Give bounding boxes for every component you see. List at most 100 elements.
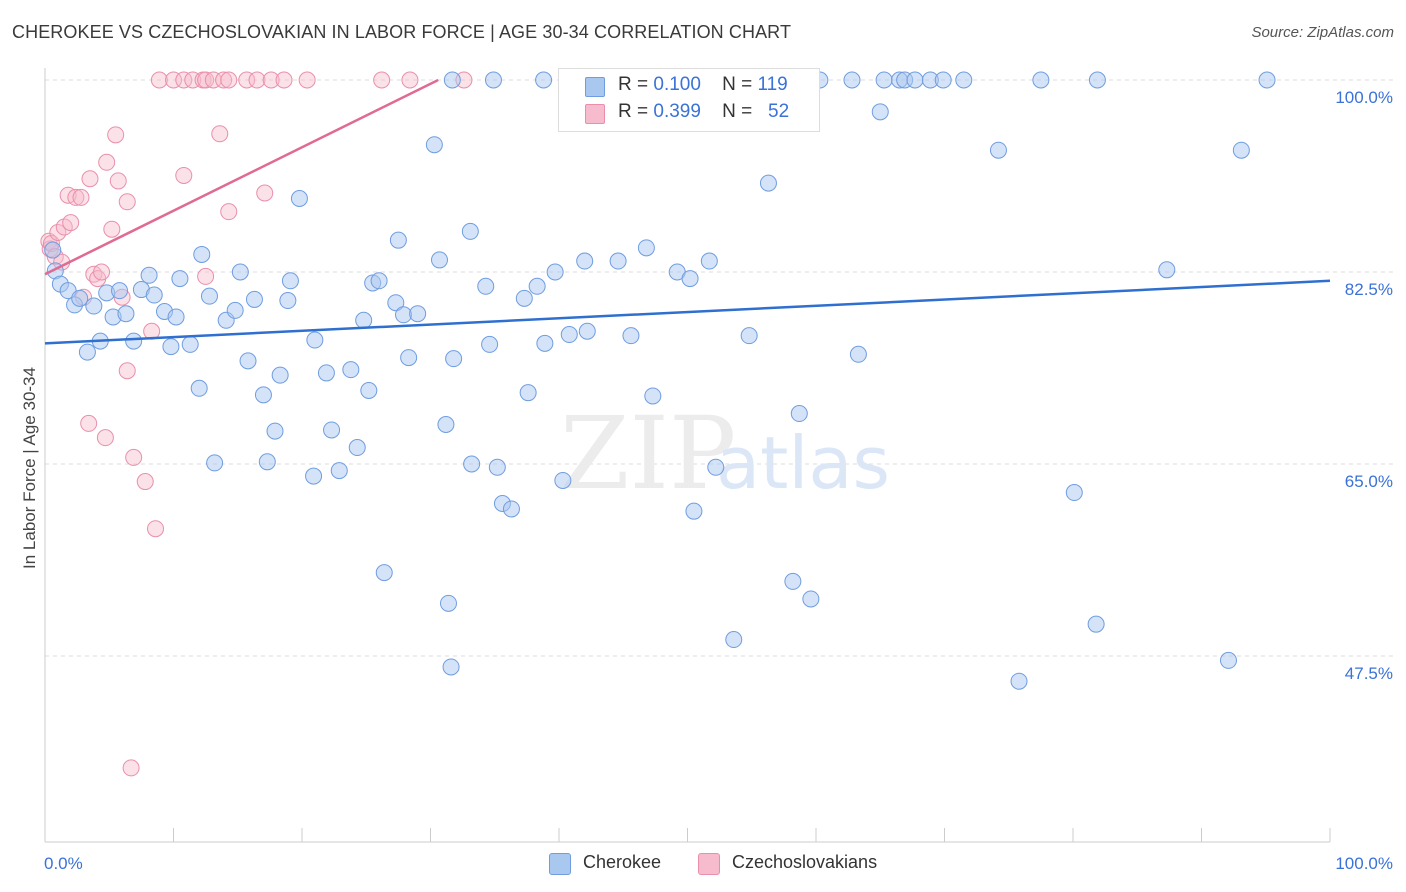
cherokee-point — [200, 287, 218, 305]
cherokee-point — [528, 277, 546, 295]
cherokee-point — [44, 241, 62, 259]
cherokee-point — [1219, 651, 1237, 669]
cherokee-point — [1010, 672, 1028, 690]
czechoslovakians-point — [103, 220, 121, 238]
cherokee-point — [488, 458, 506, 476]
czechoslovakians-point — [298, 71, 316, 89]
czechoslovakians-point — [118, 362, 136, 380]
legend-n-label: N = — [722, 74, 753, 95]
cherokee-point — [784, 572, 802, 590]
cherokee-point — [622, 327, 640, 345]
cherokee-point — [535, 71, 553, 89]
axes — [44, 68, 1331, 843]
cherokee-point — [725, 631, 743, 649]
cherokee-point — [1065, 484, 1083, 502]
czechoslovakians-point — [67, 188, 85, 206]
source-label: Source: ZipAtlas.com — [1251, 24, 1394, 41]
cherokee-point — [306, 331, 324, 349]
cherokee-point — [906, 71, 924, 89]
cherokee-point — [193, 245, 211, 263]
cherokee-point — [515, 289, 533, 307]
cherokee-point — [226, 301, 244, 319]
cherokee-point — [342, 361, 360, 379]
cherokee-point — [425, 136, 443, 154]
cherokee-point — [145, 286, 163, 304]
watermark-atlas: atlas — [716, 421, 890, 505]
czechoslovakians-point — [211, 125, 229, 143]
cherokee-point — [536, 334, 554, 352]
cherokee-point — [271, 366, 289, 384]
cherokee-point — [85, 297, 103, 315]
cherokee-point — [258, 453, 276, 471]
czechoslovakians-point — [248, 71, 266, 89]
cherokee-swatch-icon — [549, 853, 571, 875]
czechoslovakians-point — [275, 71, 293, 89]
cherokee-point — [560, 326, 578, 344]
cherokee-point — [231, 263, 249, 281]
cherokee-point — [502, 500, 520, 518]
cherokee-point — [442, 658, 460, 676]
cherokee-point — [190, 379, 208, 397]
x-tick-label: 100.0% — [1335, 854, 1393, 873]
cherokee-point — [790, 405, 808, 423]
cherokee-point — [439, 594, 457, 612]
cherokee-point — [934, 71, 952, 89]
cherokee-point — [955, 71, 973, 89]
cherokee-point — [389, 231, 407, 249]
cherokee-point — [254, 386, 272, 404]
cherokee-point — [700, 252, 718, 270]
cherokee-point — [78, 343, 96, 361]
cherokee-point — [71, 289, 89, 307]
czechoslovakians-point — [118, 193, 136, 211]
czechoslovakians-point — [122, 759, 140, 777]
cherokee-point — [644, 387, 662, 405]
czechoslovakians-swatch-icon — [698, 853, 720, 875]
czechoslovakians-point — [109, 172, 127, 190]
cherokee-swatch-icon — [585, 77, 605, 97]
czechoslovakians-point — [165, 71, 182, 89]
legend-r-label: R = — [618, 101, 649, 122]
czechoslovakians-point — [80, 414, 98, 432]
cherokee-point — [171, 270, 189, 288]
cherokee-point — [707, 458, 725, 476]
cherokee-point — [355, 311, 373, 329]
czechoslovakians-point — [93, 263, 111, 281]
czechoslovakians-point — [256, 184, 274, 202]
bottom-legend-label: Czechoslovakians — [732, 852, 878, 872]
cherokee-point — [348, 439, 366, 457]
y-tick-label: 65.0% — [1345, 472, 1393, 491]
legend-n-value: 119 — [757, 74, 788, 95]
cherokee-point — [305, 467, 323, 485]
cherokee-point — [1088, 71, 1106, 89]
tick-labels: 47.5% 65.0% 82.5% 100.0% 0.0% 100.0% — [44, 88, 1393, 873]
cherokee-trend-line — [44, 279, 1331, 345]
czechoslovakians-point — [147, 520, 165, 538]
cherokee-point — [239, 352, 257, 370]
cherokee-point — [430, 251, 448, 269]
cherokee-points — [44, 71, 1276, 690]
cherokee-point — [181, 335, 199, 353]
czechoslovakians-point — [184, 71, 202, 89]
czechoslovakians-point — [238, 71, 256, 89]
cherokee-point — [117, 305, 135, 323]
cherokee-point — [1032, 71, 1050, 89]
cherokee-point — [576, 252, 594, 270]
cherokee-point — [387, 294, 405, 312]
y-tick-label: 47.5% — [1345, 664, 1393, 683]
cherokee-point — [290, 189, 308, 207]
czechoslovakians-point — [215, 71, 233, 89]
czechoslovakians-point — [262, 71, 280, 89]
czechoslovakians-point — [175, 166, 193, 184]
cherokee-point — [463, 455, 481, 473]
czechoslovakians-point — [150, 71, 168, 89]
cherokee-point — [843, 71, 861, 89]
czechoslovakians-point — [197, 267, 215, 285]
cherokee-point — [802, 590, 820, 608]
czechoslovakians-point — [98, 153, 116, 171]
czechoslovakians-point — [125, 448, 143, 466]
cherokee-point — [546, 263, 564, 281]
czechoslovakians-point — [96, 429, 114, 447]
cherokee-point — [554, 471, 572, 489]
cherokee-point — [519, 384, 537, 402]
